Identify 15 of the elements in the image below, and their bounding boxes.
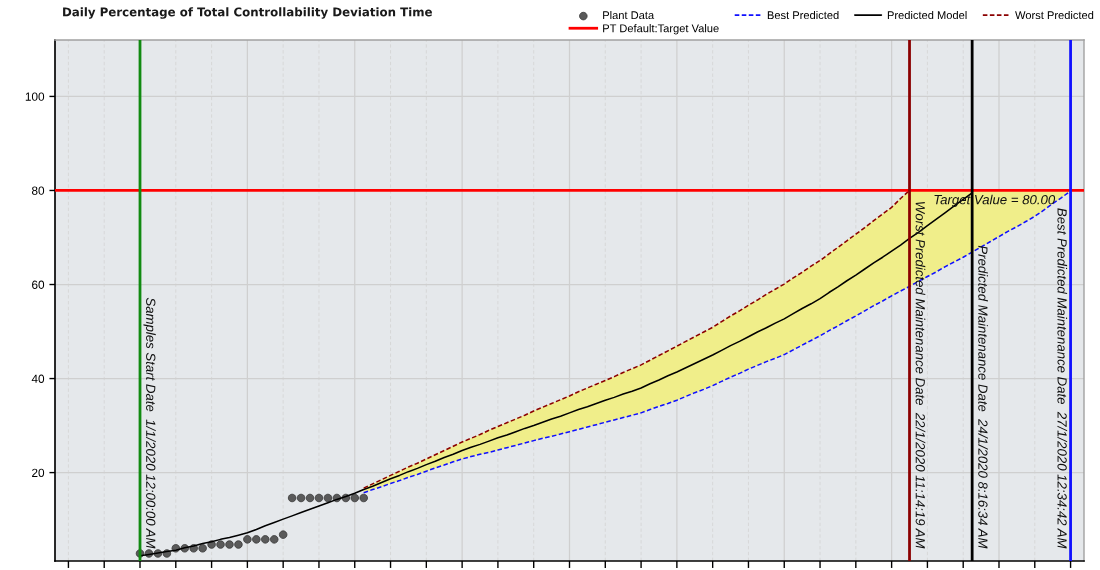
legend-label: Plant Data xyxy=(603,10,655,20)
y-tick-label: 80 xyxy=(31,186,45,195)
legend-label: Worst Predicted xyxy=(1015,10,1094,20)
annotation: Best Predicted Maintenance Date 27/1/2020 12:34:42 AM xyxy=(1057,208,1068,549)
y-tick-label: 20 xyxy=(32,468,45,477)
chart-title: Daily Percentage of Total Controllability Deviation Time xyxy=(63,7,432,19)
legend-label: Best Predicted xyxy=(767,10,839,20)
annotation: Worst Predicted Maintenance Date 22/1/2020 11:14:19 AM xyxy=(915,202,926,549)
legend-label: PT Default:Target Value xyxy=(603,24,719,35)
y-tick-label: 60 xyxy=(32,280,45,289)
annotation: Predicted Maintenance Date 24/1/2020 8:16:34 AM xyxy=(978,245,988,549)
legend-label: Predicted Model xyxy=(887,10,967,20)
y-tick-label: 100 xyxy=(25,92,45,101)
annotation: Samples Start Date 1/1/2020 12:00:00 AM xyxy=(143,297,156,549)
y-tick-label: 40 xyxy=(31,374,45,383)
